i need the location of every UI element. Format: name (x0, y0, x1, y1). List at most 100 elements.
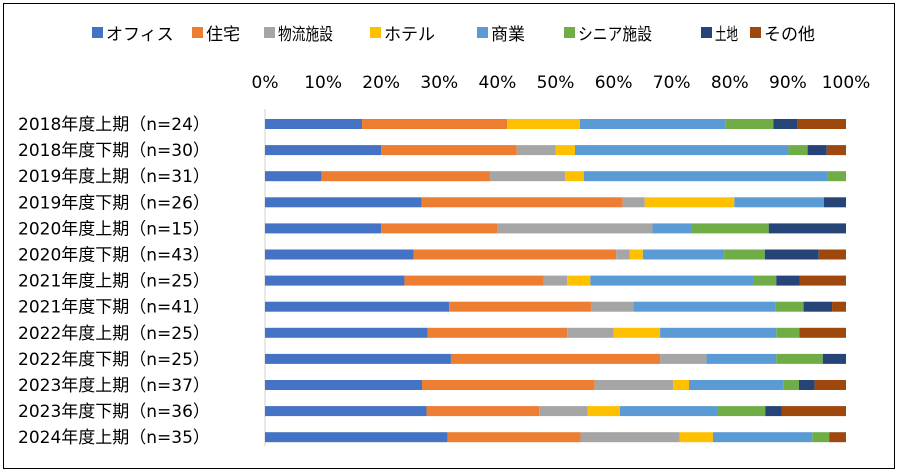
bar-segment (768, 223, 846, 234)
legend-label: シニア施設 (578, 25, 652, 45)
bar-segment (587, 406, 620, 417)
bar-segment (579, 119, 726, 129)
bar-segment (818, 249, 846, 260)
bar-segment (724, 249, 765, 260)
bar-segment (717, 406, 766, 417)
bar-segment (449, 301, 591, 312)
bar-segment (783, 380, 799, 390)
legend-item: 住宅 (192, 25, 240, 45)
bar-segment (788, 145, 808, 156)
bar-segment (688, 380, 784, 390)
legend-label: ホテル (384, 25, 435, 45)
bar-segment (776, 353, 823, 364)
bar-segment (381, 145, 517, 156)
bar-row (265, 145, 846, 156)
category-label: 2022年度上期（n=25） (18, 324, 210, 344)
bar-segment (516, 145, 556, 156)
legend-label: 土地 (715, 25, 738, 45)
bar-row (265, 171, 846, 182)
bar-segment (622, 197, 645, 208)
bar-segment (567, 275, 591, 286)
bar-segment (619, 406, 718, 417)
bar-segment (652, 223, 692, 234)
legend-label: 住宅 (206, 25, 240, 45)
bar-segment (725, 119, 774, 129)
bar-segment (265, 171, 322, 182)
bar-segment (679, 432, 713, 443)
bar-segment (265, 380, 423, 390)
bar-segment (660, 327, 777, 338)
x-tick-label: 100% (822, 73, 871, 93)
x-tick-label: 10% (304, 73, 342, 93)
bar-segment (764, 249, 819, 260)
bar-segment (565, 171, 584, 182)
bar-segment (362, 119, 508, 129)
bar-segment (776, 327, 800, 338)
bar-segment (691, 223, 769, 234)
legend-item: シニア施設 (564, 25, 652, 45)
bar-segment (829, 432, 846, 443)
category-labels: 2018年度上期（n=24） 2018年度下期（n=30） 2019年度上期（n=3… (18, 115, 210, 448)
bar-segment (594, 380, 674, 390)
bar-segment (642, 249, 725, 260)
bar-segment (734, 197, 824, 208)
bar-segment (497, 223, 653, 234)
category-label: 2020年度上期（n=15） (18, 219, 210, 239)
x-axis-ticks: 0% 10% 20% 30% 40% 50% 60% 70% 80% 90% 100% (252, 73, 871, 93)
bar-segment (427, 327, 568, 338)
bar-segment (712, 432, 813, 443)
bar-segment (555, 145, 575, 156)
bar-row (265, 406, 846, 417)
x-tick-label: 80% (711, 73, 749, 93)
legend-swatch (192, 27, 203, 38)
bars (265, 119, 846, 443)
bar-segment (826, 145, 846, 156)
bar-segment (265, 406, 427, 417)
bar-segment (807, 145, 827, 156)
legend-label: 商業 (491, 25, 525, 45)
bar-row (265, 327, 846, 338)
legend-swatch (92, 27, 103, 38)
legend-label: オフィス (106, 25, 174, 45)
bar-segment (450, 353, 661, 364)
legend-item: その他 (750, 25, 815, 45)
legend-item: オフィス (92, 25, 174, 45)
bar-segment (567, 327, 614, 338)
category-label: 2024年度上期（n=35） (18, 428, 210, 448)
legend-swatch (264, 27, 275, 38)
bar-segment (265, 223, 382, 234)
bar-row (265, 275, 846, 286)
legend-swatch (750, 27, 761, 38)
chart-frame (3, 3, 895, 469)
bar-segment (580, 432, 680, 443)
bar-segment (490, 171, 566, 182)
bar-segment (633, 301, 776, 312)
bar-segment (265, 197, 422, 208)
bar-segment (799, 275, 846, 286)
bar-segment (265, 327, 428, 338)
category-label: 2023年度上期（n=37） (18, 376, 210, 396)
bar-segment (823, 197, 846, 208)
category-label: 2021年度上期（n=25） (18, 272, 210, 292)
bar-segment (574, 145, 789, 156)
bar-segment (753, 275, 777, 286)
legend-label: その他 (764, 25, 815, 45)
category-label: 2023年度下期（n=36） (18, 402, 210, 422)
bar-segment (814, 380, 846, 390)
bar-segment (543, 275, 568, 286)
legend-item: 土地 (701, 25, 738, 45)
category-label: 2020年度下期（n=43） (18, 246, 210, 266)
x-tick-label: 50% (537, 73, 575, 93)
bar-segment (321, 171, 491, 182)
bar-segment (539, 406, 588, 417)
legend-item: ホテル (370, 25, 435, 45)
bar-segment (590, 301, 634, 312)
bar-segment (507, 119, 580, 129)
bar-row (265, 197, 846, 208)
bar-segment (447, 432, 581, 443)
bar-segment (673, 380, 689, 390)
bar-segment (706, 353, 777, 364)
bar-segment (590, 275, 754, 286)
bar-segment (583, 171, 828, 182)
x-tick-label: 30% (420, 73, 458, 93)
